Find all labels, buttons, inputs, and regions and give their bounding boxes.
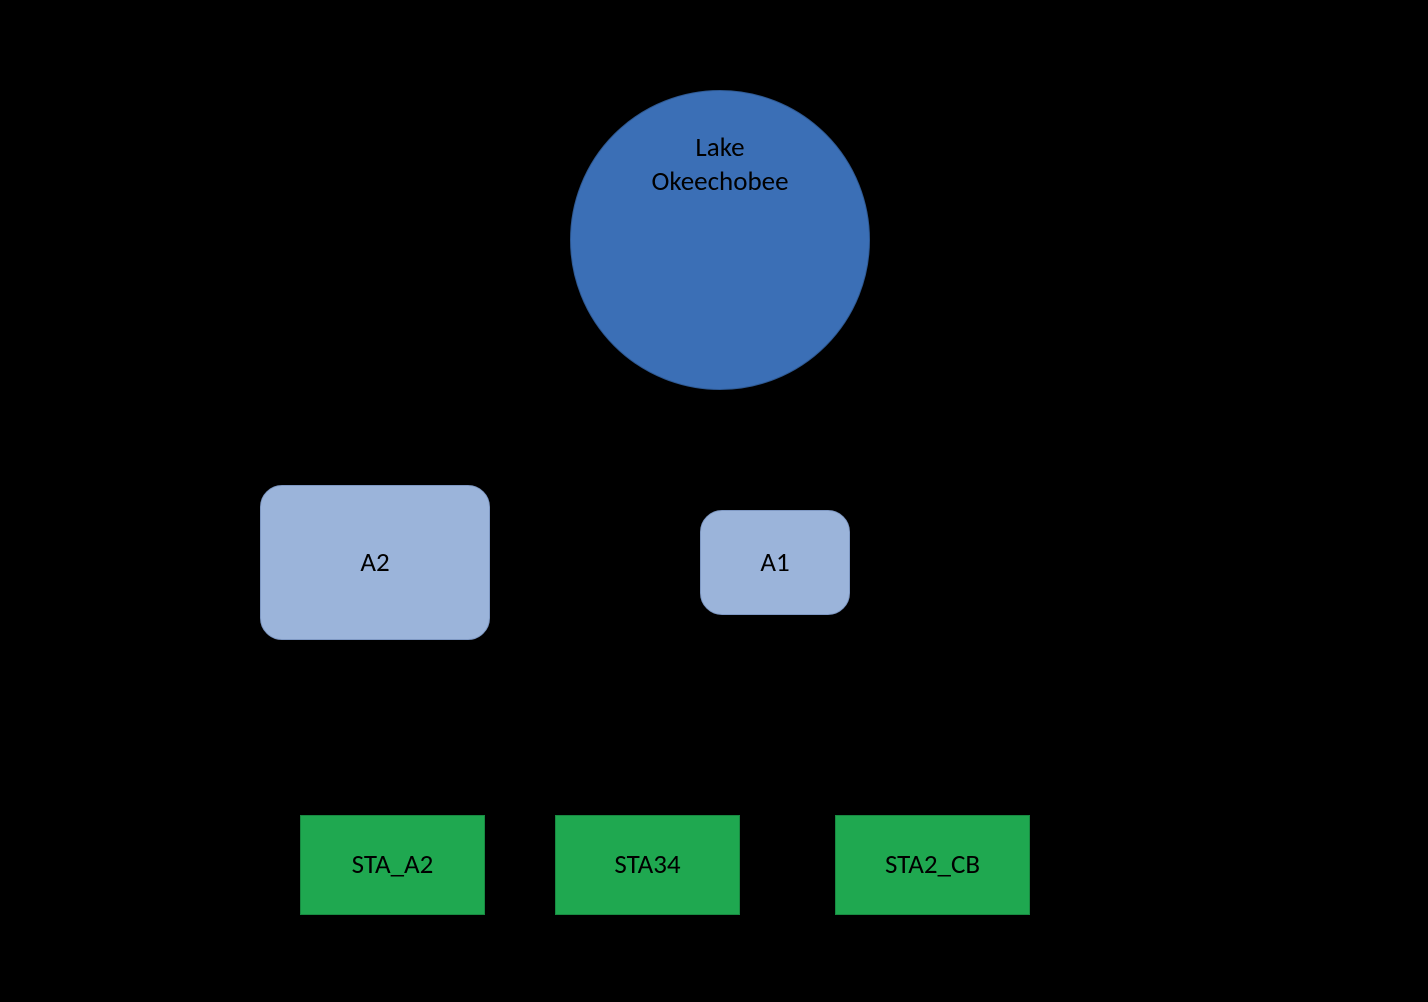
sta2-cb-label: STA2_CB <box>885 848 980 882</box>
sta-a2-node: STA_A2 <box>300 815 485 915</box>
a1-label: A1 <box>760 546 789 580</box>
lake-node: LakeOkeechobee <box>570 90 870 390</box>
sta-a2-label: STA_A2 <box>352 848 434 882</box>
a2-node: A2 <box>260 485 490 640</box>
sta34-node: STA34 <box>555 815 740 915</box>
edge-a2-to-sta34 <box>435 640 610 815</box>
edge-a2-to-sta_a2 <box>370 640 385 815</box>
lake-label-line1: LakeOkeechobee <box>651 131 788 199</box>
edge-a1-to-sta34 <box>665 615 755 815</box>
sta34-label: STA34 <box>614 848 680 882</box>
edge-lake-to-a2 <box>380 350 615 485</box>
edge-lake-to-a1 <box>770 385 775 510</box>
sta2-cb-node: STA2_CB <box>835 815 1030 915</box>
edge-a1-to-sta2_cb <box>800 615 915 815</box>
a1-node: A1 <box>700 510 850 615</box>
a2-label: A2 <box>360 546 389 580</box>
